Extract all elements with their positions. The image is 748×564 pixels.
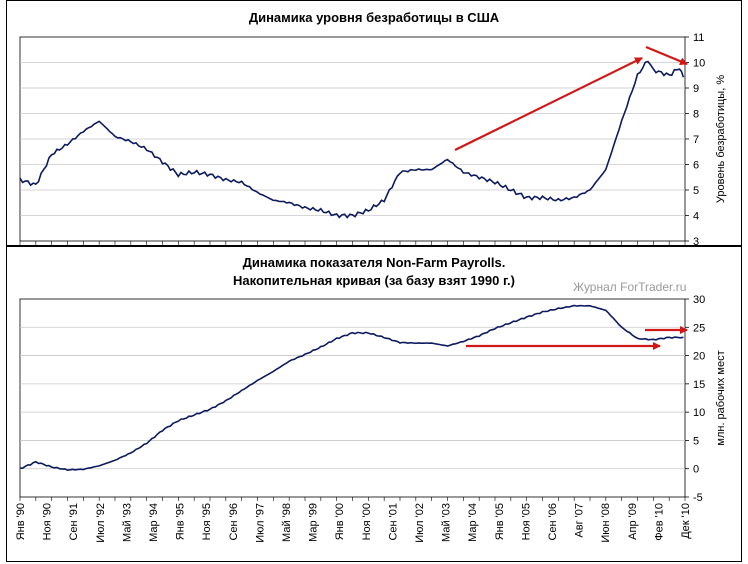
payrolls-series-line bbox=[19, 304, 684, 472]
payrolls-x-tick-label: Мар '99 bbox=[308, 503, 320, 542]
payrolls-y-axis-label: млн. рабочих мест bbox=[715, 350, 727, 445]
payrolls-x-tick-label: Сен '01 bbox=[387, 503, 399, 541]
payrolls-x-tick-label: Июл '97 bbox=[254, 503, 266, 543]
payrolls-x-tick-label: Янв '05 bbox=[494, 503, 506, 540]
payrolls-y-tick-label: 10 bbox=[693, 407, 705, 419]
payrolls-x-tick-label: Июл '02 bbox=[414, 503, 426, 543]
unemployment-y-tick-label: 11 bbox=[693, 32, 704, 44]
payrolls-x-tick-label: Сен '06 bbox=[547, 503, 559, 541]
payrolls-x-tick-label: Сен '96 bbox=[228, 503, 240, 541]
payrolls-y-tick-label: 0 bbox=[693, 464, 699, 476]
unemployment-rise-arrow bbox=[454, 57, 643, 151]
payrolls-x-tick-label: Июн '08 bbox=[600, 503, 612, 543]
payrolls-x-tick-label: Ноя '00 bbox=[361, 503, 373, 540]
payrolls-y-tick-label: -5 bbox=[693, 492, 703, 504]
payrolls-x-tick-label: Апр '09 bbox=[627, 503, 639, 540]
unemployment-y-tick-label: 3 bbox=[693, 236, 699, 248]
payrolls-x-tick-label: Май '03 bbox=[441, 503, 453, 542]
payrolls-x-tick-label: Ноя '95 bbox=[201, 503, 213, 540]
unemployment-y-tick-label: 6 bbox=[693, 160, 699, 172]
unemployment-y-tick-label: 7 bbox=[693, 134, 699, 146]
unemployment-y-axis-label: Уровень безработицы, % bbox=[715, 75, 727, 203]
unemployment-y-tick-label: 9 bbox=[693, 83, 699, 95]
payrolls-x-tick-label: Фев '10 bbox=[653, 503, 665, 541]
unemployment-y-tick-label: 4 bbox=[693, 211, 699, 223]
unemployment-y-tick-label: 10 bbox=[693, 58, 705, 70]
payrolls-chart-title-line1: Динамика показателя Non-Farm Payrolls. bbox=[242, 255, 506, 270]
unemployment-y-tick-label: 5 bbox=[693, 185, 699, 197]
payrolls-y-tick-label: 25 bbox=[693, 322, 705, 334]
unemployment-y-tick-label: 8 bbox=[693, 109, 699, 121]
payrolls-plot-frame bbox=[19, 298, 686, 498]
unemployment-decline-arrow bbox=[645, 45, 688, 66]
payrolls-x-tick-label: Янв '00 bbox=[334, 503, 346, 540]
payrolls-y-tick-label: 15 bbox=[693, 379, 705, 391]
payrolls-x-tick-label: Сен '91 bbox=[68, 503, 80, 541]
payrolls-x-tick-label: Мар '04 bbox=[467, 503, 479, 542]
payrolls-x-tick-label: Ноя '90 bbox=[42, 503, 54, 540]
unemployment-chart-title: Динамика уровня безработицы в США bbox=[248, 10, 500, 25]
payrolls-y-tick-label: 20 bbox=[693, 351, 705, 363]
payrolls-x-tick-label: Июл '92 bbox=[95, 503, 107, 543]
payrolls-x-tick-label: Май '93 bbox=[121, 503, 133, 542]
payrolls-y-tick-label: 5 bbox=[693, 435, 699, 447]
payrolls-x-tick-label: Дек '10 bbox=[680, 503, 692, 539]
unemployment-series-line bbox=[19, 60, 685, 219]
payrolls-y-tick-label: 30 bbox=[693, 294, 705, 306]
payrolls-x-tick-label: Авг '07 bbox=[574, 503, 586, 538]
payrolls-x-tick-label: Мар '94 bbox=[148, 503, 160, 542]
payrolls-x-tick-label: Ноя '05 bbox=[520, 503, 532, 540]
payrolls-x-tick-label: Май '98 bbox=[281, 503, 293, 542]
payrolls-x-tick-label: Янв '95 bbox=[175, 503, 187, 540]
watermark: Журнал ForTrader.ru bbox=[573, 280, 687, 294]
payrolls-x-tick-label: Янв '90 bbox=[15, 503, 27, 540]
payrolls-chart-title-line2: Накопительная кривая (за базу взят 1990 … bbox=[232, 273, 515, 288]
